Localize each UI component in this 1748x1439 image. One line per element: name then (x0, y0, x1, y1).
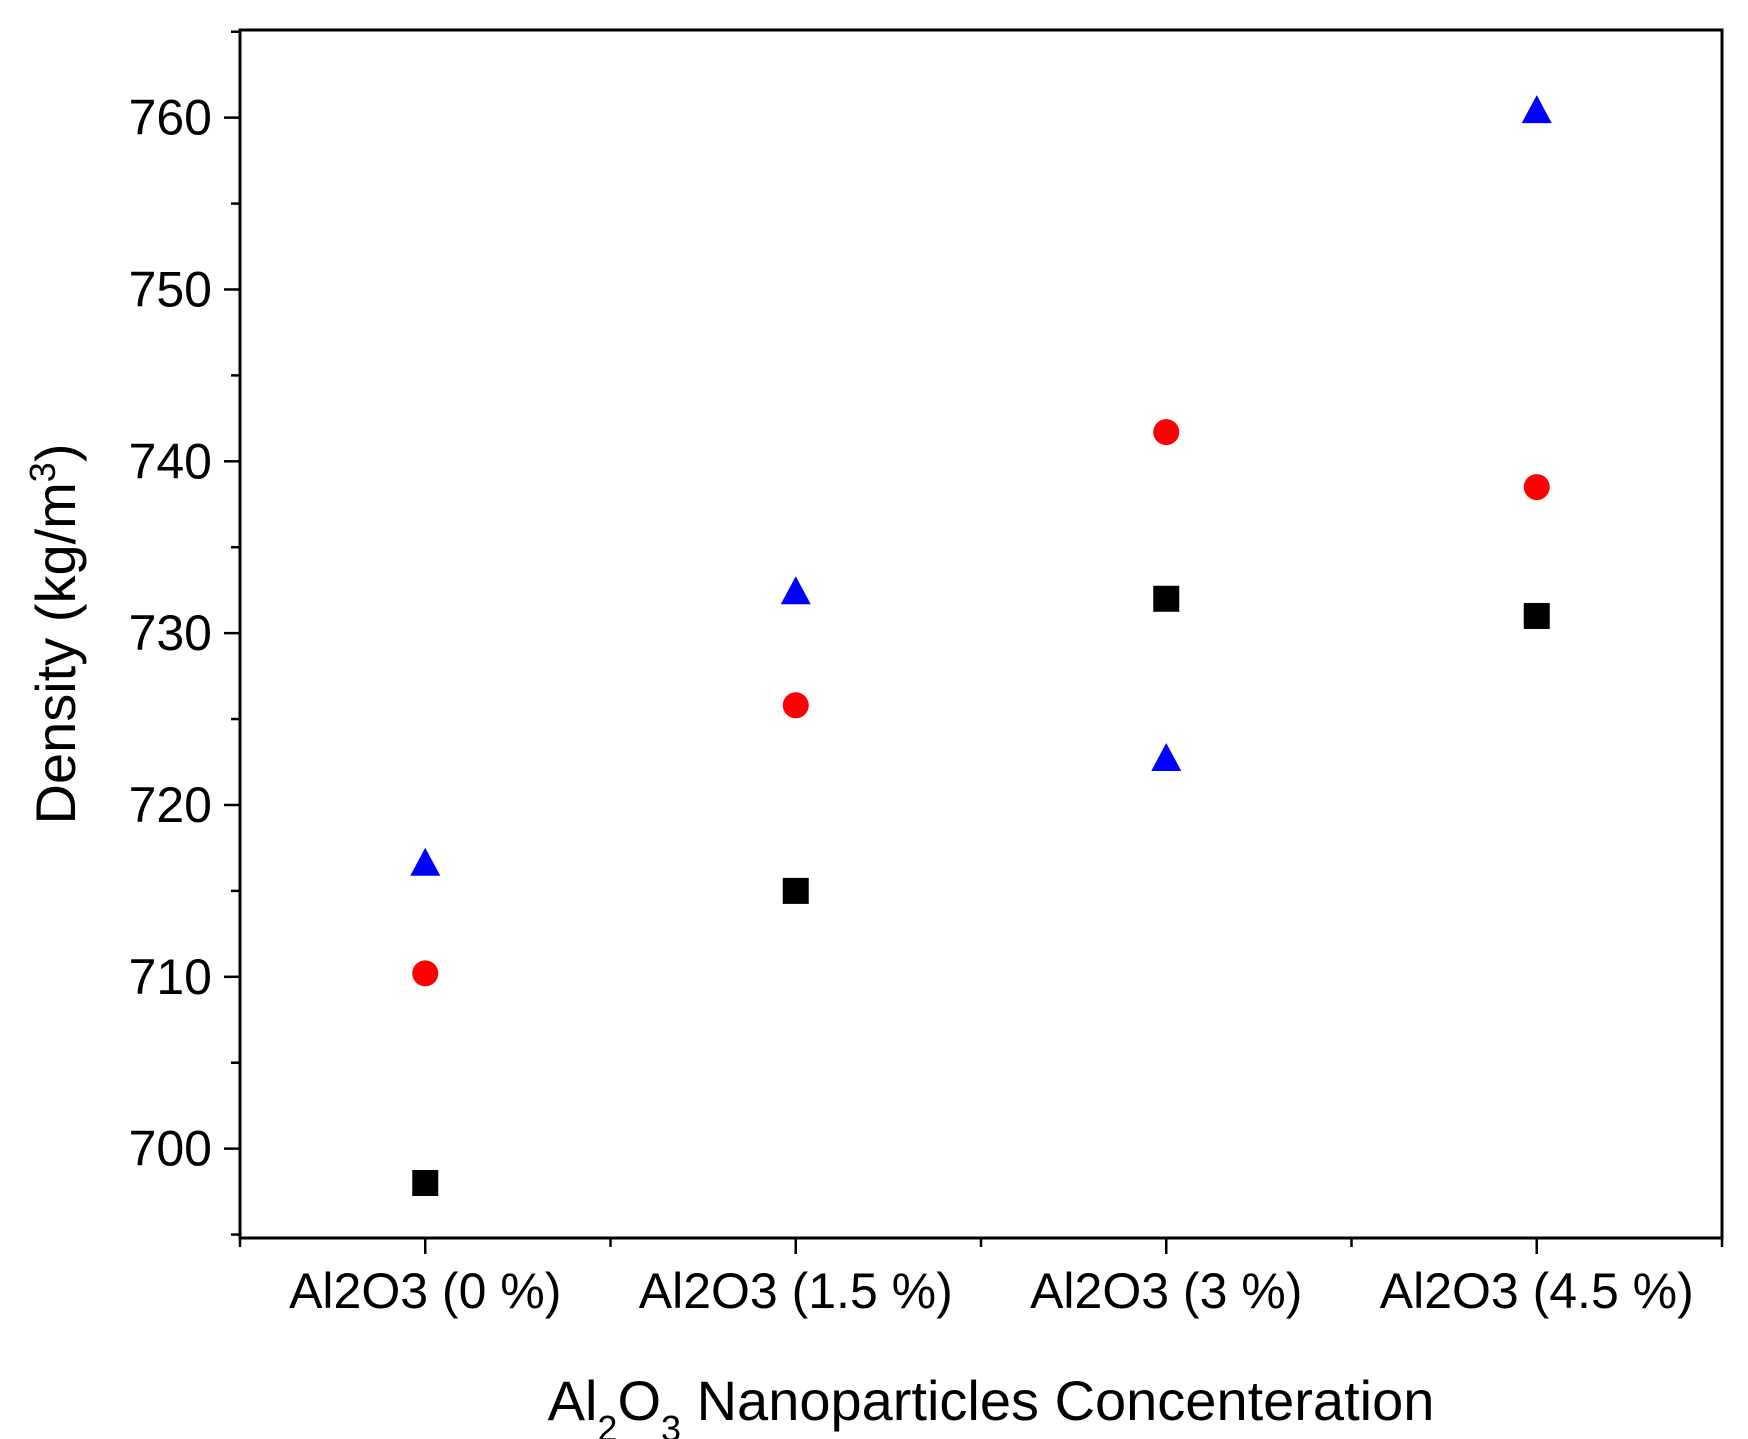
y-axis-title: Density (kg/m3) (22, 444, 88, 825)
plot-frame (238, 28, 1724, 1240)
axis-labels: 700 710 720 730 740 750 760 Al2O3 (0 %) Al2O3 (1… (22, 90, 1694, 1439)
circle-point (412, 960, 439, 987)
y-axis-title-part: 3 (22, 462, 63, 482)
x-axis-title-part: Nanoparticles Concenteration (681, 1369, 1434, 1432)
y-tick-label: 720 (129, 777, 212, 833)
data-points (410, 95, 1552, 1197)
triangle-point (780, 576, 811, 605)
ticks (224, 30, 1724, 1254)
x-tick-label: Al2O3 (4.5 %) (1380, 1263, 1694, 1319)
y-tick-label: 740 (129, 433, 212, 489)
triangle-point (1151, 742, 1182, 771)
circle-point (1523, 474, 1550, 501)
y-tick-label: 760 (129, 90, 212, 146)
y-axis-title-part: Density (kg/m (24, 482, 87, 824)
x-tick-label: Al2O3 (0 %) (289, 1263, 561, 1319)
axes (238, 28, 1724, 1240)
x-axis-title-part: Al (548, 1369, 598, 1432)
y-axis-title-part: ) (24, 444, 87, 463)
x-axis-title-part: 3 (661, 1408, 681, 1439)
y-tick-label: 710 (129, 949, 212, 1005)
x-tick-label: Al2O3 (1.5 %) (639, 1263, 953, 1319)
x-axis-title: Al2O3 Nanoparticles Concenteration (548, 1369, 1435, 1439)
triangle-point (1521, 95, 1552, 124)
y-tick-label: 730 (129, 605, 212, 661)
circle-point (782, 692, 809, 719)
x-axis-title-part: O (617, 1369, 661, 1432)
x-axis-title-part: 2 (597, 1408, 617, 1439)
triangle-point (410, 847, 441, 876)
y-tick-label: 750 (129, 261, 212, 317)
square-point (782, 877, 809, 904)
square-point (412, 1170, 439, 1197)
circle-point (1153, 419, 1180, 446)
square-point (1153, 585, 1180, 612)
x-tick-label: Al2O3 (3 %) (1030, 1263, 1302, 1319)
y-tick-label: 700 (129, 1121, 212, 1177)
square-point (1523, 602, 1550, 629)
